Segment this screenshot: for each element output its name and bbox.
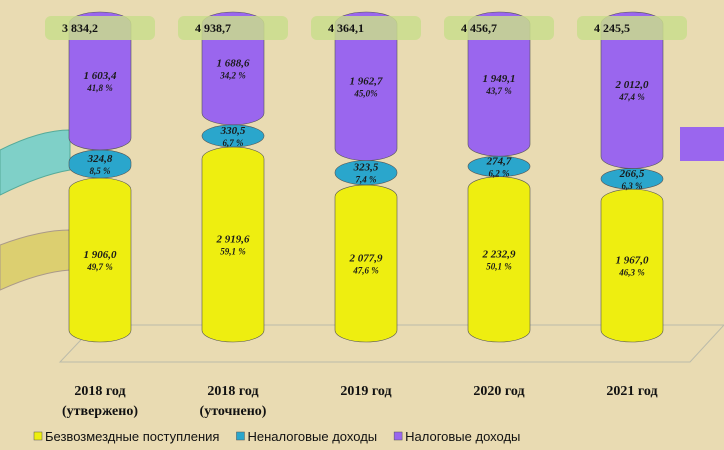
share-label: 7,4 % [356, 175, 378, 185]
share-label: 50,1 % [486, 261, 512, 271]
value-label: 1 967,0 [616, 255, 650, 267]
share-label: 41,8 % [86, 83, 113, 93]
value-label: 323,5 [353, 162, 379, 174]
decor [0, 129, 71, 196]
value-label: 266,5 [619, 168, 645, 180]
total-box [311, 16, 421, 40]
x-tick-label: (утвержено) [62, 404, 138, 419]
value-label: 1 949,1 [483, 73, 516, 85]
decor [680, 127, 724, 161]
total-label: 3 834,2 [62, 21, 98, 35]
total-box [444, 16, 554, 40]
share-label: 6,7 % [223, 138, 245, 148]
share-label: 6,2 % [489, 168, 511, 178]
x-tick-label: 2021 год [606, 384, 657, 399]
total-box [577, 16, 687, 40]
value-label: 324,8 [87, 153, 113, 165]
x-tick-label: (уточнено) [200, 404, 267, 419]
share-label: 49,7 % [86, 262, 113, 272]
legend-label: Безвозмездные поступления [45, 429, 219, 444]
value-label: 2 012,0 [615, 79, 650, 91]
bar-segment [467, 11, 531, 157]
legend-swatch [33, 431, 43, 441]
share-label: 34,2 % [219, 70, 246, 80]
value-label: 1 962,7 [350, 75, 384, 87]
value-label: 274,7 [486, 155, 512, 167]
x-tick-label: 2018 год [207, 384, 258, 399]
x-tick-label: 2020 год [473, 384, 524, 399]
x-tick-label: 2018 год [74, 384, 125, 399]
value-label: 2 077,9 [349, 252, 384, 264]
bar-segment [334, 11, 398, 161]
value-label: 1 603,4 [84, 70, 118, 82]
share-label: 6,3 % [622, 181, 644, 191]
decor [0, 229, 71, 291]
share-label: 8,5 % [90, 166, 112, 176]
value-label: 330,5 [220, 125, 246, 137]
value-label: 2 919,6 [216, 233, 251, 245]
value-label: 1 688,6 [217, 57, 251, 69]
share-label: 59,1 % [220, 246, 246, 256]
legend-label: Налоговые доходы [405, 429, 520, 444]
total-box [178, 16, 288, 40]
share-label: 47,6 % [352, 265, 379, 275]
x-tick-label: 2019 год [340, 384, 391, 399]
bar-segment [68, 11, 132, 151]
total-label: 4 456,7 [461, 21, 497, 35]
total-label: 4 245,5 [594, 21, 630, 35]
bar-segment [600, 11, 664, 169]
share-label: 45,0% [353, 88, 378, 98]
value-label: 2 232,9 [482, 248, 517, 260]
share-label: 43,7 % [485, 86, 512, 96]
legend-label: Неналоговые доходы [247, 429, 377, 444]
share-label: 46,3 % [618, 268, 645, 278]
total-box [45, 16, 155, 40]
total-label: 4 938,7 [195, 21, 231, 35]
total-label: 4 364,1 [328, 21, 364, 35]
legend-swatch [236, 431, 245, 441]
legend-swatch [393, 431, 403, 441]
bar-segment [201, 11, 265, 126]
share-label: 47,4 % [618, 92, 645, 102]
value-label: 1 906,0 [84, 249, 118, 261]
